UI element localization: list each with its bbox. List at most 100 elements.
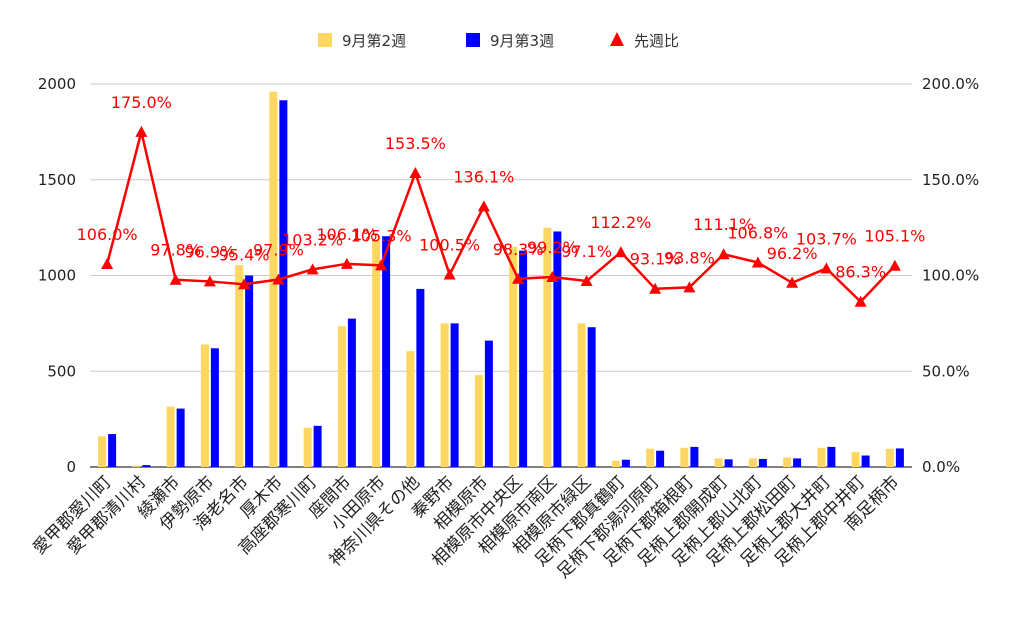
bar-series-1 — [132, 465, 141, 467]
legend-swatch — [610, 32, 624, 46]
bar-series-1 — [166, 406, 175, 467]
data-label: 106.8% — [727, 223, 788, 242]
line-marker — [101, 258, 114, 270]
bar-series-2 — [587, 327, 596, 467]
data-label: 175.0% — [111, 93, 172, 112]
y-right-tick-label: 100.0% — [922, 267, 979, 285]
bar-series-2 — [313, 425, 322, 467]
bar-series-2 — [758, 458, 767, 467]
bar-series-2 — [861, 455, 870, 467]
y-left-tick-label: 1000 — [38, 267, 76, 285]
y-right-tick-label: 50.0% — [922, 362, 970, 380]
line-marker — [717, 248, 730, 260]
data-label: 86.3% — [835, 263, 886, 282]
line-marker — [169, 273, 182, 285]
data-label: 98.3% — [493, 240, 544, 259]
line-marker — [306, 263, 319, 275]
data-label: 105.1% — [864, 227, 925, 246]
line-marker — [683, 281, 696, 293]
bar-series-2 — [519, 250, 528, 467]
bar-series-2 — [690, 446, 699, 467]
data-label: 100.5% — [419, 236, 480, 255]
bar-series-1 — [474, 375, 483, 467]
bar-series-2 — [176, 408, 185, 467]
y-right-tick-label: 200.0% — [922, 75, 979, 93]
line-marker — [203, 275, 216, 287]
data-label: 153.5% — [385, 134, 446, 153]
data-label: 97.8% — [150, 241, 201, 260]
y-left-tick-label: 0 — [66, 458, 76, 476]
line-series-3 — [105, 130, 896, 303]
bar-series-1 — [98, 436, 107, 467]
data-label: 99.2% — [527, 238, 578, 257]
bar-series-2 — [142, 465, 151, 467]
bar-series-2 — [793, 458, 802, 467]
y-left-tick-label: 500 — [47, 362, 76, 380]
y-left-tick-label: 1500 — [38, 171, 76, 189]
bar-series-1 — [611, 460, 620, 467]
bar-series-2 — [553, 231, 562, 467]
line-marker — [614, 246, 627, 258]
bar-series-1 — [337, 326, 346, 467]
bar-series-1 — [680, 447, 689, 467]
bar-series-2 — [895, 448, 904, 467]
line-marker — [238, 278, 251, 290]
bar-series-2 — [382, 236, 391, 467]
line-marker — [375, 259, 388, 271]
data-label: 93.8% — [664, 248, 715, 267]
line-marker — [443, 268, 456, 280]
line-marker — [340, 257, 353, 269]
line-marker — [512, 272, 525, 284]
bar-series-1 — [440, 323, 449, 467]
data-label: 96.9% — [184, 242, 235, 261]
data-label: 136.1% — [453, 167, 514, 186]
bar-series-1 — [817, 447, 826, 467]
legend-label: 9月第3週 — [490, 32, 554, 50]
bar-series-1 — [577, 323, 586, 467]
line-marker — [580, 275, 593, 287]
line-marker — [477, 200, 490, 212]
bar-series-1 — [646, 448, 655, 467]
bar-series-2 — [827, 446, 836, 467]
y-right-tick-label: 0.0% — [922, 458, 960, 476]
data-label: 111.1% — [693, 215, 754, 234]
legend-swatch — [318, 33, 332, 47]
bar-series-1 — [509, 246, 518, 467]
bar-series-2 — [724, 459, 733, 467]
line-marker — [546, 271, 559, 283]
line-marker — [854, 295, 867, 307]
bar-series-2 — [210, 348, 219, 467]
legend-label: 先週比 — [634, 32, 679, 50]
data-label: 97.1% — [561, 242, 612, 261]
line-marker — [786, 276, 799, 288]
bar-series-2 — [450, 323, 459, 467]
line-marker — [751, 256, 764, 268]
data-label: 103.7% — [796, 229, 857, 248]
data-label: 96.2% — [767, 244, 818, 263]
bar-series-1 — [783, 457, 792, 467]
bar-series-1 — [714, 458, 723, 467]
data-label: 93.1% — [630, 250, 681, 269]
bar-series-1 — [885, 448, 894, 467]
bar-series-1 — [406, 351, 415, 467]
legend-label: 9月第2週 — [342, 32, 406, 50]
line-marker — [888, 259, 901, 271]
bar-series-1 — [372, 241, 381, 467]
data-label: 95.4% — [219, 245, 270, 264]
line-marker — [649, 282, 662, 294]
bar-series-2 — [656, 450, 665, 467]
bar-series-1 — [543, 227, 552, 467]
bar-series-2 — [108, 434, 117, 467]
line-marker — [409, 167, 422, 179]
y-right-tick-label: 150.0% — [922, 171, 979, 189]
data-label: 106.1% — [316, 225, 377, 244]
data-label: 97.9% — [253, 241, 304, 260]
line-marker — [272, 273, 285, 285]
line-marker — [135, 125, 148, 137]
data-label: 112.2% — [590, 213, 651, 232]
bar-series-1 — [851, 452, 860, 467]
data-label: 106.0% — [77, 225, 138, 244]
bar-series-2 — [621, 459, 630, 467]
